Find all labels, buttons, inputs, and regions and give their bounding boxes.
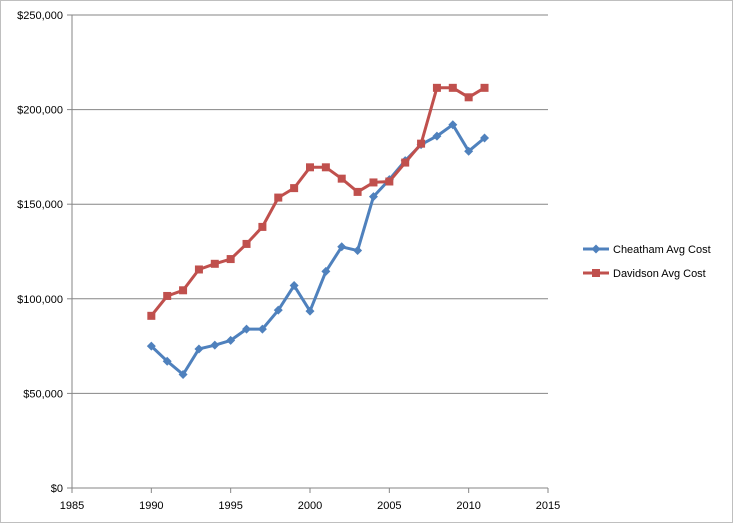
legend: Cheatham Avg Cost Davidson Avg Cost xyxy=(583,244,711,280)
x-axis-tick-labels: 1985 1990 1995 2000 2005 2010 2015 xyxy=(60,500,560,512)
gridlines xyxy=(72,14,548,394)
data-point-davidson-avg-cost xyxy=(226,255,235,264)
data-point-cheatham-avg-cost xyxy=(210,340,220,350)
data-point-davidson-avg-cost xyxy=(194,265,203,274)
y-tick-label: $150,000 xyxy=(17,199,63,211)
data-point-cheatham-avg-cost xyxy=(464,146,474,156)
data-point-davidson-avg-cost xyxy=(353,187,362,196)
series-line-davidson-avg-cost xyxy=(149,86,486,318)
data-point-davidson-avg-cost xyxy=(337,174,346,183)
y-tick-label: $50,000 xyxy=(23,388,63,400)
legend-label-davidson-avg-cost: Davidson Avg Cost xyxy=(613,268,706,280)
legend-label-cheatham-avg-cost: Cheatham Avg Cost xyxy=(613,244,711,256)
data-point-cheatham-avg-cost xyxy=(480,133,490,143)
data-point-cheatham-avg-cost xyxy=(289,281,299,291)
data-point-davidson-avg-cost xyxy=(480,83,489,92)
legend-item-cheatham-avg-cost: Cheatham Avg Cost xyxy=(583,244,711,256)
data-point-cheatham-avg-cost xyxy=(273,305,283,315)
legend-item-davidson-avg-cost: Davidson Avg Cost xyxy=(583,268,706,280)
data-point-cheatham-avg-cost xyxy=(321,266,331,276)
data-point-cheatham-avg-cost xyxy=(368,192,378,202)
data-point-davidson-avg-cost xyxy=(464,93,473,102)
x-tick-label: 2015 xyxy=(536,500,560,512)
x-tick-label: 1995 xyxy=(218,500,242,512)
data-point-davidson-avg-cost xyxy=(290,184,299,193)
series-cheatham-avg-cost xyxy=(146,120,490,379)
axes xyxy=(67,14,549,493)
y-tick-label: $0 xyxy=(51,483,63,495)
y-tick-label: $200,000 xyxy=(17,105,63,117)
x-tick-label: 2010 xyxy=(456,500,480,512)
data-point-cheatham-avg-cost xyxy=(194,344,204,354)
data-point-davidson-avg-cost xyxy=(417,139,426,148)
data-point-davidson-avg-cost xyxy=(147,311,156,320)
series-davidson-avg-cost xyxy=(147,83,489,320)
y-tick-label: $250,000 xyxy=(17,10,63,22)
x-tick-label: 2005 xyxy=(377,500,401,512)
data-point-davidson-avg-cost xyxy=(179,286,188,295)
data-point-cheatham-avg-cost xyxy=(226,335,236,345)
x-tick-label: 1990 xyxy=(139,500,163,512)
data-point-davidson-avg-cost xyxy=(385,177,394,186)
data-point-davidson-avg-cost xyxy=(210,259,219,268)
x-tick-label: 1985 xyxy=(60,500,84,512)
data-point-cheatham-avg-cost xyxy=(257,324,267,334)
y-tick-label: $100,000 xyxy=(17,294,63,306)
data-point-davidson-avg-cost xyxy=(401,158,410,167)
data-point-cheatham-avg-cost xyxy=(178,369,188,379)
data-point-davidson-avg-cost xyxy=(274,193,283,202)
data-point-cheatham-avg-cost xyxy=(242,324,252,334)
data-point-cheatham-avg-cost xyxy=(353,246,363,256)
data-point-davidson-avg-cost xyxy=(163,291,172,300)
data-point-davidson-avg-cost xyxy=(258,222,267,231)
data-point-cheatham-avg-cost xyxy=(337,242,347,252)
x-tick-label: 2000 xyxy=(298,500,322,512)
series-line-cheatham-avg-cost xyxy=(149,123,486,376)
data-point-cheatham-avg-cost xyxy=(432,131,442,141)
series-group xyxy=(146,83,490,379)
legend-marker-cheatham-avg-cost xyxy=(591,244,601,254)
data-point-cheatham-avg-cost xyxy=(162,356,172,366)
data-point-davidson-avg-cost xyxy=(306,163,314,172)
y-axis-tick-labels: $0 $50,000 $100,000 $150,000 $200,000 $250,00… xyxy=(17,10,63,495)
data-point-davidson-avg-cost xyxy=(369,178,378,187)
data-point-cheatham-avg-cost xyxy=(448,120,458,130)
data-point-davidson-avg-cost xyxy=(321,163,330,172)
data-point-cheatham-avg-cost xyxy=(305,306,315,316)
data-point-davidson-avg-cost xyxy=(242,239,251,248)
data-point-davidson-avg-cost xyxy=(432,83,441,92)
data-point-cheatham-avg-cost xyxy=(146,341,156,351)
legend-marker-davidson-avg-cost xyxy=(592,269,600,277)
data-point-davidson-avg-cost xyxy=(448,83,457,92)
